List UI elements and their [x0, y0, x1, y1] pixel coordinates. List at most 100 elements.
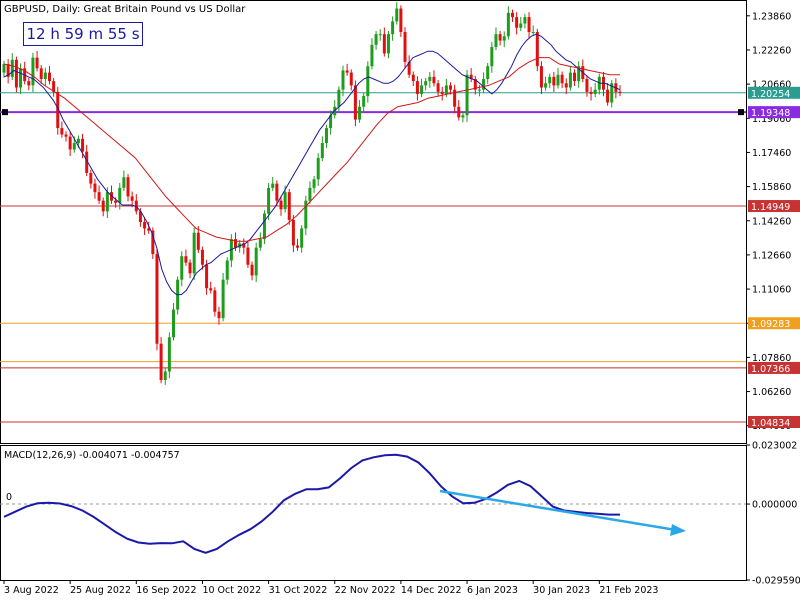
- candle-body: [420, 85, 424, 94]
- candle-body: [192, 232, 196, 274]
- candle-body: [89, 172, 93, 184]
- macd-line: [3, 453, 620, 554]
- candle-body: [35, 57, 39, 69]
- y-tick-label: 1.23860: [752, 11, 791, 22]
- candle-body: [262, 213, 266, 240]
- candle-body: [606, 89, 610, 103]
- candle-body: [453, 89, 457, 107]
- candle-body: [511, 12, 515, 18]
- candle-body: [324, 128, 328, 144]
- candle-body: [527, 17, 531, 33]
- candle-body: [296, 245, 300, 248]
- level-label-bg: [748, 415, 800, 428]
- candle-body: [523, 17, 527, 24]
- x-tick-label: 30 Jan 2023: [533, 585, 590, 596]
- candle-body: [234, 239, 238, 248]
- candle-body: [473, 78, 477, 90]
- candle-body: [287, 192, 291, 220]
- candle-body: [477, 89, 481, 91]
- candle-body: [56, 91, 60, 129]
- candle-body: [105, 192, 109, 212]
- candle-body: [209, 288, 213, 291]
- candle-body: [531, 32, 535, 34]
- x-tick-label: 21 Feb 2023: [599, 585, 658, 596]
- macd-plot-frame: [0, 445, 747, 581]
- chart-title: GBPUSD, Daily: Great Britain Pound vs US…: [4, 4, 246, 15]
- candle-body: [366, 66, 370, 97]
- candle-body: [469, 74, 473, 79]
- x-tick-label: 6 Jan 2023: [467, 585, 518, 596]
- candle-body: [52, 81, 56, 92]
- level-marker-right: [738, 109, 744, 116]
- candle-body: [143, 222, 147, 229]
- candle-body: [391, 21, 395, 35]
- candle-body: [271, 183, 275, 188]
- candle-body: [312, 179, 316, 188]
- candle-body: [196, 232, 200, 250]
- candle-body: [60, 128, 64, 135]
- candle-body: [618, 91, 622, 93]
- candle-body: [64, 134, 68, 137]
- candle-body: [345, 70, 349, 73]
- candle-body: [31, 57, 35, 86]
- y-tick-label: 1.07860: [752, 353, 791, 364]
- level-marker-left: [2, 109, 8, 116]
- candle-body: [568, 72, 572, 88]
- candle-body: [225, 260, 229, 280]
- candle-body: [316, 157, 320, 180]
- candle-body: [188, 262, 192, 274]
- candle-body: [93, 183, 97, 193]
- candle-body: [482, 78, 486, 90]
- candle-body: [577, 66, 581, 82]
- candle-body: [246, 247, 250, 265]
- y-tick-label: 1.20660: [752, 80, 791, 91]
- candle-body: [494, 34, 498, 47]
- candle-body: [415, 81, 419, 94]
- candle-body: [138, 211, 142, 223]
- candle-body: [151, 230, 155, 255]
- candle-body: [428, 76, 432, 82]
- candle-body: [300, 228, 304, 248]
- candle-body: [81, 138, 85, 152]
- candle-body: [14, 59, 18, 88]
- macd-y-tick-label: -0.029590: [752, 576, 800, 587]
- candle-body: [589, 91, 593, 94]
- candle-body: [564, 83, 568, 88]
- candle-body: [242, 243, 246, 248]
- candle-body: [275, 183, 279, 201]
- candle-body: [19, 68, 23, 88]
- ma-fast-line: [3, 33, 621, 296]
- candle-body: [304, 200, 308, 229]
- candle-timer: 12 h 59 m 55 s: [23, 22, 143, 46]
- candle-body: [184, 256, 188, 263]
- candle-body: [593, 89, 597, 94]
- x-tick-label: 3 Aug 2022: [4, 585, 59, 596]
- trend-arrow-head: [670, 524, 686, 536]
- candle-body: [457, 106, 461, 118]
- y-tick-label: 1.11060: [752, 285, 791, 296]
- candle-body: [291, 219, 295, 246]
- candle-body: [440, 91, 444, 94]
- trend-arrow-line: [439, 489, 677, 532]
- candle-body: [163, 371, 167, 381]
- level-label-bg: [748, 361, 800, 374]
- candle-body: [407, 61, 411, 75]
- candle-body: [101, 200, 105, 212]
- candle-body: [159, 343, 163, 381]
- candle-body: [519, 23, 523, 28]
- y-tick-label: 1.15860: [752, 182, 791, 193]
- candle-body: [130, 196, 134, 201]
- level-label: 1.19348: [751, 108, 790, 119]
- candle-body: [76, 138, 80, 144]
- candle-body: [424, 81, 428, 86]
- candle-body: [134, 200, 138, 212]
- candle-body: [552, 76, 556, 86]
- candle-body: [254, 247, 258, 276]
- x-tick-label: 16 Sep 2022: [136, 585, 196, 596]
- candle-body: [515, 17, 519, 28]
- candle-body: [329, 115, 333, 129]
- candle-body: [155, 254, 159, 344]
- candle-body: [444, 85, 448, 94]
- candle-body: [267, 187, 271, 214]
